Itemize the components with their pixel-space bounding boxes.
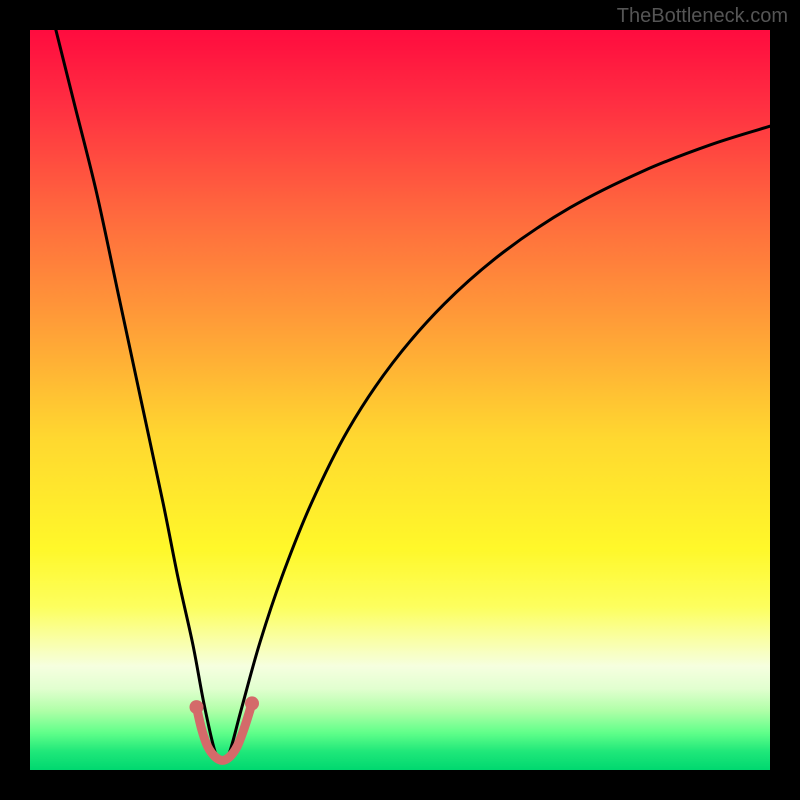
plot-area	[30, 30, 770, 770]
watermark-text: TheBottleneck.com	[617, 5, 788, 28]
gradient-background	[30, 30, 770, 770]
